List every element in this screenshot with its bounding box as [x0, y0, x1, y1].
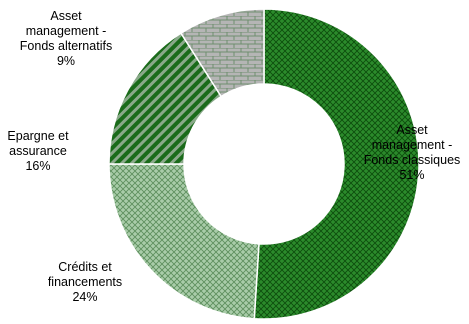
- data-label-epargne-et-assurance: Epargne et assurance 16%: [7, 129, 69, 173]
- slice-cr-dits-et-financements: [108, 163, 260, 320]
- data-label-asset-management-fonds-alternatifs: Asset management -Fonds alternatifs 9%: [20, 9, 112, 68]
- donut-slices: [108, 8, 420, 320]
- slice-asset-management-fonds-alternatifs: [179, 8, 265, 98]
- data-label-asset-management-fonds-classiques: Asset management -Fonds classiques 51%: [364, 123, 461, 182]
- data-label-cr-dits-et-financements: Crédits et financements 24%: [48, 260, 122, 304]
- slice-labels: Asset management -Fonds classiques 51% Créd…: [7, 9, 460, 304]
- slice-asset-management-fonds-classiques: [253, 8, 420, 320]
- slice-epargne-et-assurance: [108, 32, 223, 165]
